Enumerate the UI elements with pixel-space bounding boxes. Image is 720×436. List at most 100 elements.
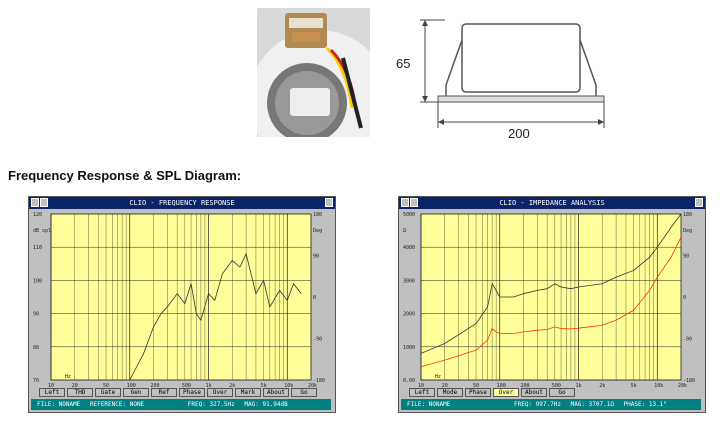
width-dimension-label: 200 — [508, 126, 530, 140]
x-tick-label: 5k — [631, 383, 637, 388]
status-mag: MAG: 3707.1Ω — [570, 401, 614, 408]
right-tick-label: 0 — [683, 295, 686, 301]
section-title: Frequency Response & SPL Diagram: — [8, 168, 242, 183]
toolbar-button-gate[interactable]: Gate — [95, 388, 121, 397]
height-dimension-label: 65 — [396, 56, 410, 71]
status-file: FILE: NONAME — [407, 401, 451, 408]
toolbar-button-phase[interactable]: Phase — [179, 388, 205, 397]
x-tick-label: 2k — [599, 383, 605, 388]
toolbar-button-about[interactable]: About — [263, 388, 289, 397]
right-tick-label: 180 — [313, 212, 322, 218]
right-tick-label: -90 — [313, 337, 322, 343]
toolbar-button-mark[interactable]: Mark — [235, 388, 261, 397]
status-reference: REFERENCE: NONE — [89, 401, 145, 408]
x-tick-label: 1k — [576, 383, 582, 388]
status-mag: MAG: 91.94dB — [244, 401, 288, 408]
y-tick-label: 110 — [33, 245, 42, 251]
y-tick-label: 1000 — [403, 345, 415, 351]
status-freq: FREQ: 327.5Hz — [187, 401, 235, 408]
x-tick-label: 10 — [48, 383, 54, 388]
x-tick-label: 10k — [284, 383, 293, 388]
y-tick-label: 5000 — [403, 212, 415, 218]
toolbar-button-thd[interactable]: THD — [67, 388, 93, 397]
window-title: CLIO - IMPEDANCE ANALYSIS — [499, 199, 605, 207]
toolbar-button-ref[interactable]: Ref — [151, 388, 177, 397]
y-tick-label: 70 — [33, 378, 39, 384]
x-tick-label: 20 — [442, 383, 448, 388]
toolbar-button-over[interactable]: Over — [493, 388, 519, 397]
x-tick-label: 2k — [229, 383, 235, 388]
system-menu-icon[interactable] — [401, 198, 409, 207]
toolbar: Left Mode Phase Over About Go — [401, 388, 701, 398]
x-tick-label: 500 — [182, 383, 191, 388]
close-icon[interactable] — [325, 198, 333, 207]
system-menu-icon[interactable] — [31, 198, 39, 207]
x-unit-label: Hz — [435, 374, 441, 380]
x-tick-label: 500 — [552, 383, 561, 388]
minimize-icon[interactable] — [410, 198, 418, 207]
y-tick-label: 3000 — [403, 278, 415, 284]
y-tick-label: 120 — [33, 212, 42, 218]
right-tick-label: -180 — [313, 378, 325, 384]
minimize-icon[interactable] — [40, 198, 48, 207]
toolbar-button-phase[interactable]: Phase — [465, 388, 491, 397]
series-line-1 — [129, 252, 302, 381]
close-icon[interactable] — [695, 198, 703, 207]
status-phase: PHASE: 13.1° — [623, 401, 667, 408]
toolbar-button-go[interactable]: Go — [291, 388, 317, 397]
toolbar-button-over[interactable]: Over — [207, 388, 233, 397]
x-tick-label: 5k — [261, 383, 267, 388]
y-tick-label: 4000 — [403, 245, 415, 251]
right-unit-label: Deg — [683, 228, 692, 234]
toolbar-button-about[interactable]: About — [521, 388, 547, 397]
status-bar: FILE: NONAME REFERENCE: NONE FREQ: 327.5… — [31, 399, 331, 410]
right-tick-label: 90 — [313, 254, 319, 260]
status-file: FILE: NONAME — [37, 401, 81, 408]
x-tick-label: 50 — [473, 383, 479, 388]
x-tick-label: 200 — [520, 383, 529, 388]
frequency-response-window: CLIO - FREQUENCY RESPONSE 120 110 100 90 80 7… — [28, 196, 336, 413]
status-freq: FREQ: 997.7Hz — [513, 401, 561, 408]
y-tick-label: 0.00 — [403, 378, 415, 384]
toolbar-button-left[interactable]: Left — [409, 388, 435, 397]
y-tick-label: 90 — [33, 312, 39, 318]
title-bar: CLIO - IMPEDANCE ANALYSIS — [399, 197, 705, 209]
x-tick-label: 50 — [103, 383, 109, 388]
y-unit-label: dB spl — [33, 228, 51, 234]
toolbar: Left THD Gate Gen Ref Phase Over Mark About Go — [31, 388, 331, 398]
x-tick-label: 100 — [497, 383, 506, 388]
right-tick-label: 180 — [683, 212, 692, 218]
y-tick-label: 2000 — [403, 312, 415, 318]
toolbar-button-gen[interactable]: Gen — [123, 388, 149, 397]
right-unit-label: Deg — [313, 228, 322, 234]
dimension-drawing: 65 200 — [380, 10, 620, 141]
status-bar: FILE: NONAME FREQ: 997.7Hz MAG: 3707.1Ω … — [401, 399, 701, 410]
toolbar-button-mode[interactable]: Mode — [437, 388, 463, 397]
x-tick-label: 10 — [418, 383, 424, 388]
toolbar-button-go[interactable]: Go — [549, 388, 575, 397]
x-tick-label: 20k — [308, 383, 317, 388]
window-title: CLIO - FREQUENCY RESPONSE — [129, 199, 235, 207]
product-photo — [257, 8, 370, 137]
impedance-analysis-window: CLIO - IMPEDANCE ANALYSIS 5000 4000 3000 20… — [398, 196, 706, 413]
y-tick-label: 80 — [33, 345, 39, 351]
plot-area — [420, 213, 682, 381]
right-tick-label: 0 — [313, 295, 316, 301]
right-tick-label: -180 — [683, 378, 695, 384]
impedance-chart: 5000 4000 3000 2000 1000 0.00 Ω 180 90 0 -90 -180 De… — [403, 212, 695, 389]
x-tick-label: 20 — [72, 383, 78, 388]
x-tick-label: 1k — [206, 383, 212, 388]
x-tick-label: 20k — [678, 383, 687, 388]
x-tick-label: 10k — [654, 383, 663, 388]
x-unit-label: Hz — [65, 374, 71, 380]
plot-area — [50, 213, 312, 381]
frequency-response-chart: 120 110 100 90 80 70 dB spl 180 90 0 -90 -180 Deg 10 2… — [33, 212, 325, 389]
y-unit-label: Ω — [403, 228, 406, 234]
right-tick-label: 90 — [683, 254, 689, 260]
x-tick-label: 200 — [150, 383, 159, 388]
series-line-1 — [420, 213, 682, 354]
toolbar-button-left[interactable]: Left — [39, 388, 65, 397]
title-bar: CLIO - FREQUENCY RESPONSE — [29, 197, 335, 209]
x-tick-label: 100 — [127, 383, 136, 388]
y-tick-label: 100 — [33, 278, 42, 284]
